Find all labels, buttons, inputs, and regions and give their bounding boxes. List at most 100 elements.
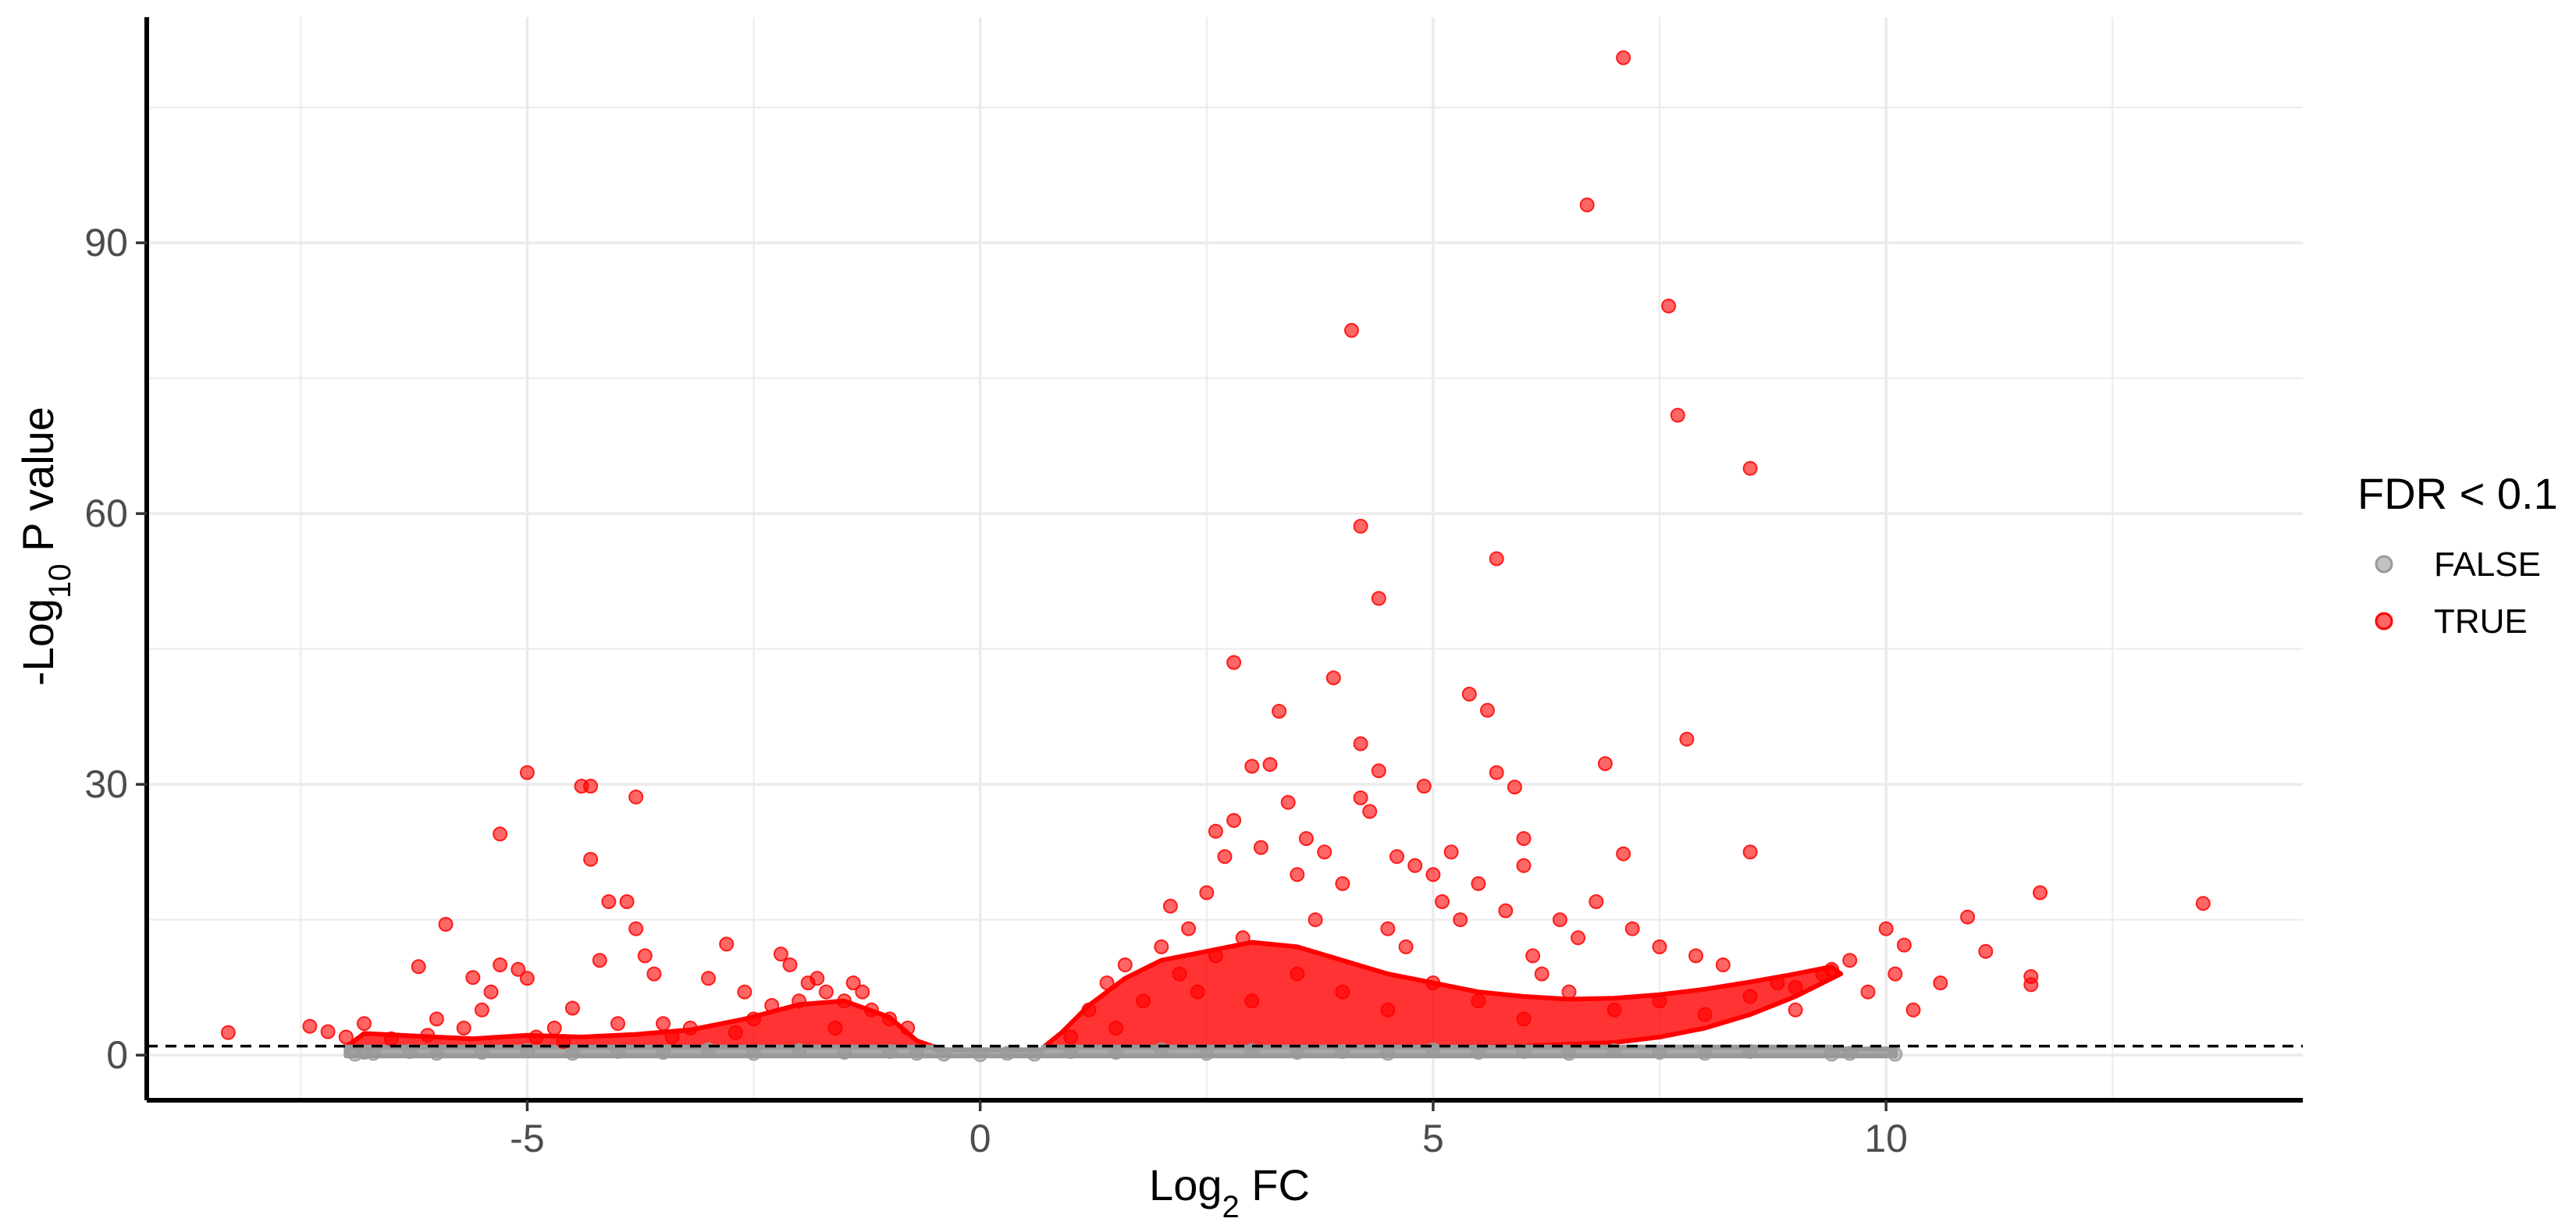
data-point-true bbox=[1154, 939, 1169, 954]
data-point-true bbox=[1489, 765, 1504, 780]
data-point-true bbox=[546, 1021, 562, 1035]
data-point-true bbox=[701, 971, 716, 986]
series-true-points bbox=[220, 50, 2211, 1050]
data-point-true bbox=[564, 1000, 580, 1016]
data-point-true bbox=[519, 765, 535, 780]
data-point-true bbox=[474, 1002, 489, 1018]
data-point-false bbox=[1471, 1045, 1486, 1060]
data-point-true bbox=[1878, 921, 1894, 936]
data-point-true bbox=[528, 1029, 544, 1045]
data-point-true bbox=[2023, 977, 2039, 993]
data-point-true bbox=[1389, 849, 1404, 865]
data-point-false bbox=[1000, 1046, 1015, 1061]
data-point-true bbox=[1516, 831, 1532, 847]
data-point-true bbox=[1416, 779, 1432, 794]
data-point-true bbox=[1308, 912, 1323, 928]
data-point-true bbox=[1461, 687, 1477, 702]
data-point-false bbox=[1888, 1046, 1903, 1062]
data-point-true bbox=[656, 1016, 671, 1032]
y-axis-title: -Log10 P value bbox=[13, 407, 77, 686]
data-point-true bbox=[420, 1028, 436, 1043]
data-point-false bbox=[656, 1045, 671, 1060]
data-point-true bbox=[1181, 921, 1197, 936]
data-point-true bbox=[511, 961, 526, 977]
legend-label-false: FALSE bbox=[2434, 545, 2541, 584]
data-point-true bbox=[628, 921, 644, 936]
x-tick-label: 10 bbox=[1864, 1117, 1908, 1160]
data-point-true bbox=[1606, 1002, 1622, 1018]
data-point-true bbox=[302, 1018, 318, 1034]
x-tick-label: -5 bbox=[510, 1117, 544, 1160]
data-point-false bbox=[909, 1046, 924, 1061]
data-point-true bbox=[1453, 912, 1468, 928]
data-point-true bbox=[519, 971, 535, 986]
data-point-true bbox=[1099, 975, 1115, 991]
data-point-true bbox=[1489, 551, 1504, 567]
data-point-true bbox=[1652, 993, 1667, 1009]
y-tick-label: 60 bbox=[84, 492, 128, 535]
data-point-false bbox=[1652, 1045, 1667, 1060]
data-point-true bbox=[2195, 896, 2211, 911]
x-axis-title-subscript: 2 bbox=[1222, 1190, 1239, 1224]
data-point-true bbox=[1162, 898, 1178, 914]
x-axis-title: Log2 FC bbox=[1149, 1160, 1310, 1224]
data-point-false bbox=[474, 1045, 489, 1060]
data-point-true bbox=[728, 1025, 743, 1040]
data-point-true bbox=[882, 1011, 898, 1027]
data-point-true bbox=[2033, 885, 2048, 900]
data-point-true bbox=[1398, 939, 1414, 954]
data-point-true bbox=[1516, 1011, 1532, 1027]
data-point-false bbox=[429, 1046, 444, 1061]
dense-region-true-1 bbox=[1041, 940, 1844, 1050]
data-point-true bbox=[1471, 876, 1486, 891]
data-point-true bbox=[1616, 50, 1631, 66]
data-point-true bbox=[1589, 894, 1604, 909]
data-point-true bbox=[465, 970, 481, 986]
data-point-true bbox=[818, 984, 834, 1000]
data-point-true bbox=[583, 851, 599, 867]
y-axis-title-subscript: 10 bbox=[43, 563, 77, 599]
data-point-false bbox=[746, 1046, 761, 1061]
data-point-true bbox=[1770, 975, 1785, 991]
data-point-true bbox=[1978, 943, 1994, 959]
data-point-true bbox=[1443, 844, 1459, 860]
data-point-true bbox=[493, 826, 508, 842]
data-point-true bbox=[1226, 812, 1242, 828]
data-point-true bbox=[719, 936, 735, 952]
x-axis-title-main: Log bbox=[1149, 1160, 1222, 1209]
data-point-false bbox=[1842, 1046, 1858, 1061]
data-point-true bbox=[1960, 909, 1976, 925]
data-point-true bbox=[1262, 757, 1278, 773]
data-point-true bbox=[1217, 849, 1233, 865]
data-point-true bbox=[1380, 1002, 1396, 1018]
legend-key-false bbox=[2375, 555, 2393, 574]
y-tick-label: 30 bbox=[84, 762, 128, 806]
data-point-true bbox=[1117, 957, 1133, 972]
data-point-false bbox=[973, 1047, 988, 1063]
data-point-true bbox=[601, 894, 617, 909]
data-point-false bbox=[936, 1046, 952, 1062]
data-point-true bbox=[845, 975, 861, 991]
data-point-true bbox=[1298, 831, 1314, 847]
legend-title: FDR < 0.1 bbox=[2357, 469, 2558, 518]
data-point-true bbox=[1235, 930, 1251, 946]
x-axis-ticks: -5 0 5 10 bbox=[510, 1100, 1908, 1160]
data-point-true bbox=[619, 894, 635, 909]
data-point-true bbox=[1697, 1007, 1713, 1022]
data-point-true bbox=[900, 1021, 916, 1035]
data-point-true bbox=[1525, 948, 1541, 964]
data-point-true bbox=[1480, 702, 1495, 718]
data-point-true bbox=[827, 1021, 843, 1035]
data-point-true bbox=[592, 953, 607, 968]
data-point-true bbox=[863, 1002, 879, 1018]
data-point-true bbox=[1860, 984, 1876, 1000]
data-point-true bbox=[1498, 903, 1514, 918]
data-point-true bbox=[1362, 804, 1378, 819]
legend: FDR < 0.1 FALSE TRUE bbox=[2357, 469, 2558, 641]
data-point-false bbox=[1290, 1045, 1305, 1060]
y-axis-title-rest: P value bbox=[13, 407, 62, 563]
data-point-true bbox=[1534, 966, 1550, 982]
data-point-true bbox=[1172, 966, 1187, 982]
data-point-true bbox=[1081, 1002, 1097, 1018]
data-point-true bbox=[1199, 885, 1215, 900]
